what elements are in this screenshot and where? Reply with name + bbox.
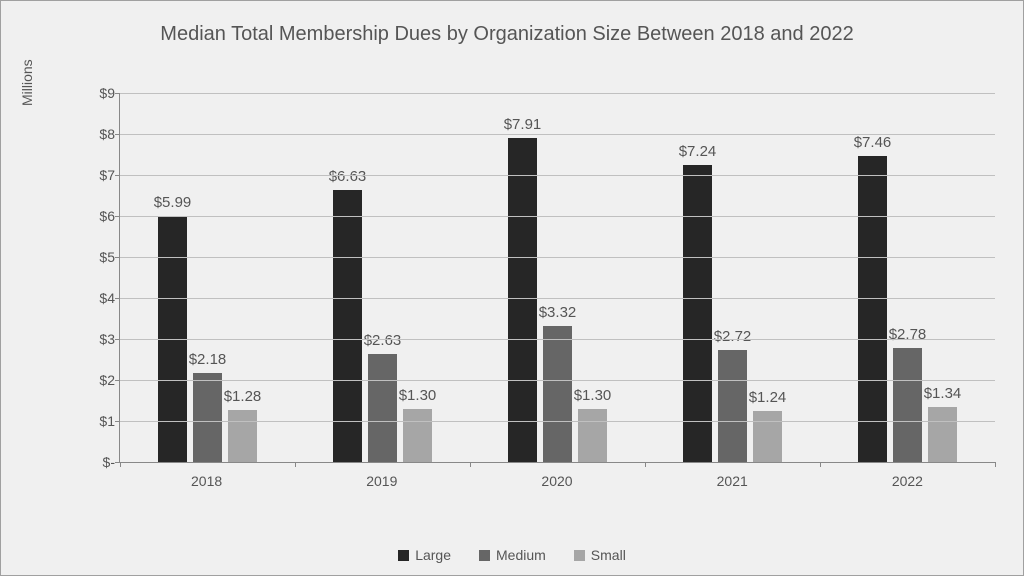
bar-small: $1.30 bbox=[578, 409, 608, 462]
y-tick-mark bbox=[115, 339, 120, 340]
legend-label: Large bbox=[415, 547, 451, 563]
x-axis-labels: 20182019202020212022 bbox=[119, 465, 995, 493]
bar-value-label: $1.24 bbox=[728, 389, 808, 406]
legend-item-medium: Medium bbox=[479, 547, 546, 563]
bar-value-label: $1.34 bbox=[903, 385, 983, 402]
legend-swatch-icon bbox=[574, 550, 585, 561]
legend-item-large: Large bbox=[398, 547, 451, 563]
legend-swatch-icon bbox=[398, 550, 409, 561]
legend-swatch-icon bbox=[479, 550, 490, 561]
legend-label: Small bbox=[591, 547, 626, 563]
bar-value-label: $1.30 bbox=[553, 387, 633, 404]
bar-medium: $2.63 bbox=[368, 354, 398, 462]
y-tick-label: $7 bbox=[80, 167, 115, 183]
y-tick-label: $3 bbox=[80, 331, 115, 347]
bar-value-label: $3.32 bbox=[518, 304, 598, 321]
y-tick-mark bbox=[115, 175, 120, 176]
y-tick-mark bbox=[115, 257, 120, 258]
chart-title: Median Total Membership Dues by Organiza… bbox=[11, 21, 1003, 47]
bar-value-label: $1.30 bbox=[378, 387, 458, 404]
plot-area: $5.99$2.18$1.28$6.63$2.63$1.30$7.91$3.32… bbox=[119, 93, 995, 463]
bar-value-label: $7.24 bbox=[658, 143, 738, 160]
plot-wrap: $5.99$2.18$1.28$6.63$2.63$1.30$7.91$3.32… bbox=[79, 93, 995, 493]
y-tick-label: $1 bbox=[80, 413, 115, 429]
y-tick-label: $5 bbox=[80, 249, 115, 265]
bar-small: $1.34 bbox=[928, 407, 958, 462]
x-axis-label: 2020 bbox=[469, 465, 644, 493]
y-tick-label: $6 bbox=[80, 208, 115, 224]
chart-container: Median Total Membership Dues by Organiza… bbox=[0, 0, 1024, 576]
y-tick-mark bbox=[115, 93, 120, 94]
y-tick-mark bbox=[115, 134, 120, 135]
bar-value-label: $7.91 bbox=[483, 116, 563, 133]
bar-value-label: $1.28 bbox=[203, 388, 283, 405]
bar-medium: $2.78 bbox=[893, 348, 923, 462]
x-tick-mark bbox=[995, 462, 996, 467]
gridline bbox=[120, 93, 995, 94]
bar-large: $7.91 bbox=[508, 138, 538, 462]
y-tick-label: $2 bbox=[80, 372, 115, 388]
bar-medium: $2.18 bbox=[193, 373, 223, 462]
bar-value-label: $5.99 bbox=[133, 194, 213, 211]
y-tick-label: $9 bbox=[80, 85, 115, 101]
x-axis-label: 2018 bbox=[119, 465, 294, 493]
gridline bbox=[120, 175, 995, 176]
gridline bbox=[120, 380, 995, 381]
legend-label: Medium bbox=[496, 547, 546, 563]
x-axis-label: 2021 bbox=[645, 465, 820, 493]
bar-value-label: $2.63 bbox=[343, 332, 423, 349]
bar-value-label: $2.18 bbox=[168, 351, 248, 368]
gridline bbox=[120, 298, 995, 299]
bar-small: $1.28 bbox=[228, 410, 258, 462]
bar-value-label: $2.78 bbox=[868, 326, 948, 343]
bar-large: $7.46 bbox=[858, 156, 888, 462]
bar-large: $7.24 bbox=[683, 165, 713, 462]
legend-item-small: Small bbox=[574, 547, 626, 563]
x-axis-label: 2022 bbox=[820, 465, 995, 493]
y-tick-label: $8 bbox=[80, 126, 115, 142]
y-tick-mark bbox=[115, 380, 120, 381]
y-tick-label: $- bbox=[80, 454, 115, 470]
gridline bbox=[120, 421, 995, 422]
bars-layer: $5.99$2.18$1.28$6.63$2.63$1.30$7.91$3.32… bbox=[120, 93, 995, 462]
bar-medium: $2.72 bbox=[718, 350, 748, 462]
legend: Large Medium Small bbox=[1, 547, 1023, 563]
y-tick-mark bbox=[115, 298, 120, 299]
bar-value-label: $2.72 bbox=[693, 328, 773, 345]
y-tick-label: $4 bbox=[80, 290, 115, 306]
bar-value-label: $7.46 bbox=[833, 134, 913, 151]
bar-small: $1.30 bbox=[403, 409, 433, 462]
gridline bbox=[120, 257, 995, 258]
bar-value-label: $6.63 bbox=[308, 168, 388, 185]
x-axis-label: 2019 bbox=[294, 465, 469, 493]
y-tick-mark bbox=[115, 421, 120, 422]
bar-small: $1.24 bbox=[753, 411, 783, 462]
gridline bbox=[120, 339, 995, 340]
y-tick-mark bbox=[115, 216, 120, 217]
y-axis-label: Millions bbox=[19, 59, 35, 106]
gridline bbox=[120, 216, 995, 217]
gridline bbox=[120, 134, 995, 135]
